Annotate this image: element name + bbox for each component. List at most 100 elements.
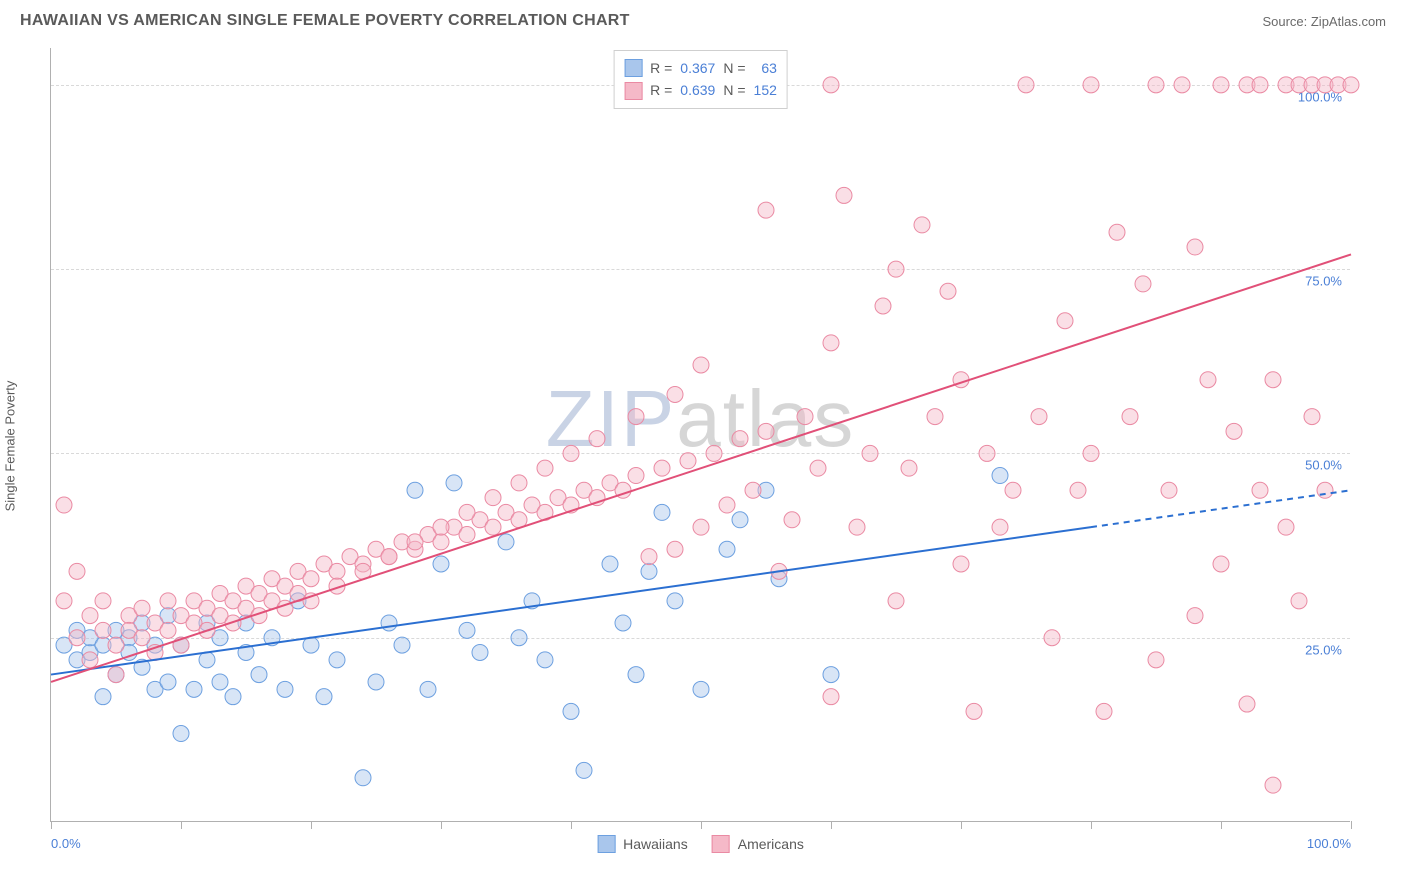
n-label: N =: [723, 79, 745, 101]
x-tick: [51, 821, 52, 829]
data-point: [303, 571, 319, 587]
data-point: [563, 445, 579, 461]
data-point: [693, 519, 709, 535]
data-point: [212, 674, 228, 690]
data-point: [420, 681, 436, 697]
data-point: [1252, 482, 1268, 498]
data-point: [1200, 372, 1216, 388]
data-point: [1148, 652, 1164, 668]
data-point: [95, 593, 111, 609]
data-point: [589, 431, 605, 447]
data-point: [1304, 409, 1320, 425]
data-point: [160, 593, 176, 609]
data-point: [719, 541, 735, 557]
n-value-hawaiians: 63: [754, 57, 777, 79]
legend-item-americans: Americans: [712, 835, 804, 853]
x-tick: [571, 821, 572, 829]
data-point: [381, 615, 397, 631]
legend-label-hawaiians: Hawaiians: [623, 836, 688, 852]
x-tick: [961, 821, 962, 829]
data-point: [56, 497, 72, 513]
data-point: [667, 541, 683, 557]
r-label: R =: [650, 57, 672, 79]
data-point: [186, 681, 202, 697]
data-point: [706, 445, 722, 461]
data-point: [1083, 445, 1099, 461]
y-axis-label: Single Female Poverty: [3, 381, 18, 512]
data-point: [875, 298, 891, 314]
data-point: [641, 563, 657, 579]
data-point: [654, 460, 670, 476]
data-point: [1174, 77, 1190, 93]
data-point: [888, 261, 904, 277]
data-point: [563, 703, 579, 719]
legend-row-americans: R = 0.639 N = 152: [624, 79, 777, 101]
data-point: [940, 283, 956, 299]
data-point: [511, 475, 527, 491]
x-tick-label: 100.0%: [1307, 836, 1351, 851]
data-point: [823, 689, 839, 705]
data-point: [953, 556, 969, 572]
data-point: [1044, 630, 1060, 646]
x-tick: [831, 821, 832, 829]
x-tick: [441, 821, 442, 829]
series-legend: Hawaiians Americans: [597, 835, 804, 853]
data-point: [966, 703, 982, 719]
data-point: [277, 681, 293, 697]
data-point: [459, 504, 475, 520]
x-tick: [701, 821, 702, 829]
data-point: [433, 534, 449, 550]
data-point: [1109, 224, 1125, 240]
data-point: [758, 423, 774, 439]
data-point: [1005, 482, 1021, 498]
data-point: [1031, 409, 1047, 425]
x-tick: [1221, 821, 1222, 829]
swatch-hawaiians: [624, 59, 642, 77]
data-point: [134, 630, 150, 646]
data-point: [56, 593, 72, 609]
data-point: [797, 409, 813, 425]
data-point: [1343, 77, 1359, 93]
data-point: [823, 667, 839, 683]
data-point: [446, 475, 462, 491]
data-point: [1096, 703, 1112, 719]
data-point: [95, 689, 111, 705]
data-point: [719, 497, 735, 513]
data-point: [1161, 482, 1177, 498]
data-point: [1057, 313, 1073, 329]
data-point: [927, 409, 943, 425]
data-point: [433, 556, 449, 572]
data-point: [1239, 696, 1255, 712]
data-point: [1265, 777, 1281, 793]
n-label: N =: [723, 57, 745, 79]
data-point: [407, 534, 423, 550]
data-point: [849, 519, 865, 535]
data-point: [537, 652, 553, 668]
data-point: [160, 674, 176, 690]
data-point: [628, 468, 644, 484]
data-point: [1122, 409, 1138, 425]
x-tick: [311, 821, 312, 829]
chart-header: HAWAIIAN VS AMERICAN SINGLE FEMALE POVER…: [0, 0, 1406, 38]
x-tick: [1091, 821, 1092, 829]
data-point: [1148, 77, 1164, 93]
swatch-americans: [624, 82, 642, 100]
data-point: [693, 357, 709, 373]
data-point: [1187, 239, 1203, 255]
data-point: [1278, 519, 1294, 535]
data-point: [979, 445, 995, 461]
correlation-legend: R = 0.367 N = 63 R = 0.639 N = 152: [613, 50, 788, 109]
data-point: [992, 468, 1008, 484]
data-point: [69, 630, 85, 646]
data-point: [602, 556, 618, 572]
data-point: [537, 460, 553, 476]
data-point: [407, 482, 423, 498]
data-point: [459, 622, 475, 638]
r-value-americans: 0.639: [680, 79, 715, 101]
r-label: R =: [650, 79, 672, 101]
data-point: [485, 519, 501, 535]
data-point: [225, 689, 241, 705]
data-point: [485, 490, 501, 506]
chart-title: HAWAIIAN VS AMERICAN SINGLE FEMALE POVER…: [20, 12, 630, 30]
data-point: [1226, 423, 1242, 439]
